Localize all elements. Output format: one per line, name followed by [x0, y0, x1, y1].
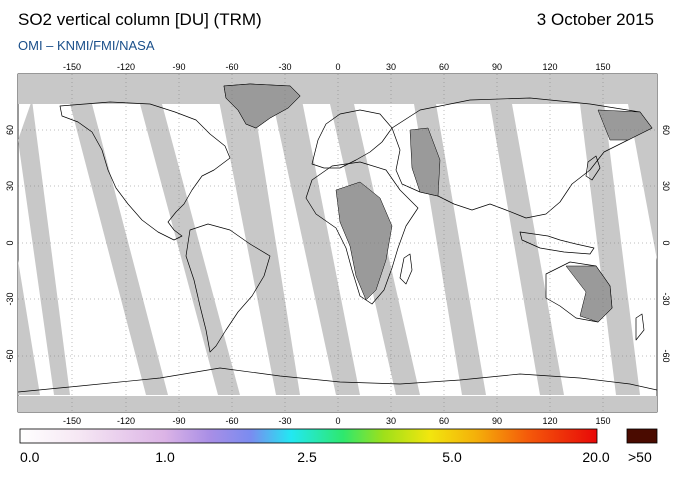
- lon-tick-bottom: -90: [172, 416, 185, 426]
- lon-tick-top: 90: [492, 62, 502, 72]
- credit-label: OMI – KNMI/FMI/NASA: [18, 38, 155, 53]
- lon-tick-top: 0: [335, 62, 340, 72]
- lon-tick-top: -150: [63, 62, 81, 72]
- lon-tick-top: 120: [542, 62, 557, 72]
- lon-tick-top: 150: [595, 62, 610, 72]
- lon-tick-bottom: -150: [63, 416, 81, 426]
- lat-tick-left: 30: [5, 181, 15, 191]
- lon-tick-top: 30: [386, 62, 396, 72]
- lat-tick-left: -30: [5, 292, 15, 305]
- colorbar: [19, 428, 598, 444]
- lat-tick-right: 60: [661, 125, 671, 135]
- lon-ticks-bottom: -150 -120 -90 -60 -30 0 30 60 90 120 150: [63, 416, 611, 426]
- lon-tick-top: -90: [172, 62, 185, 72]
- orbit-gap-stripes: [18, 80, 657, 395]
- colorbar-label: 20.0: [582, 449, 610, 465]
- lat-tick-right: 30: [661, 181, 671, 191]
- lon-tick-top: -60: [225, 62, 238, 72]
- date-label: 3 October 2015: [536, 10, 654, 29]
- lat-tick-right: -30: [661, 292, 671, 305]
- antarctic-no-data: [18, 396, 657, 412]
- lon-tick-bottom: 150: [595, 416, 610, 426]
- lon-tick-bottom: -120: [117, 416, 135, 426]
- lon-tick-bottom: 0: [335, 416, 340, 426]
- lon-tick-bottom: -30: [278, 416, 291, 426]
- lon-tick-bottom: -60: [225, 416, 238, 426]
- colorbar-over-swatch: [626, 428, 658, 444]
- lon-tick-top: 60: [439, 62, 449, 72]
- lat-tick-right: -60: [661, 349, 671, 362]
- land-no-data: [223, 83, 653, 323]
- colorbar-label: 0.0: [20, 449, 40, 465]
- colorbar-label: 5.0: [442, 449, 462, 465]
- lon-tick-top: -120: [117, 62, 135, 72]
- lon-tick-bottom: 120: [542, 416, 557, 426]
- colorbar-label: 2.5: [297, 449, 317, 465]
- lat-tick-left: 60: [5, 125, 15, 135]
- lon-ticks-top: -150 -120 -90 -60 -30 0 30 60 90 120 150: [63, 62, 611, 72]
- colorbar-over-label: >50: [628, 449, 652, 465]
- lon-tick-bottom: 30: [386, 416, 396, 426]
- lat-ticks-right: 60 30 0 -30 -60: [661, 125, 671, 363]
- lat-tick-left: 0: [5, 240, 15, 245]
- lat-tick-right: 0: [661, 240, 671, 245]
- lat-tick-left: -60: [5, 349, 15, 362]
- arctic-no-data: [18, 74, 657, 104]
- colorbar-label: 1.0: [155, 449, 175, 465]
- lon-tick-bottom: 60: [439, 416, 449, 426]
- lat-ticks-left: 60 30 0 -30 -60: [5, 125, 15, 363]
- page-title: SO2 vertical column [DU] (TRM): [18, 10, 262, 29]
- lon-tick-top: -30: [278, 62, 291, 72]
- lon-tick-bottom: 90: [492, 416, 502, 426]
- graticule: [18, 74, 657, 412]
